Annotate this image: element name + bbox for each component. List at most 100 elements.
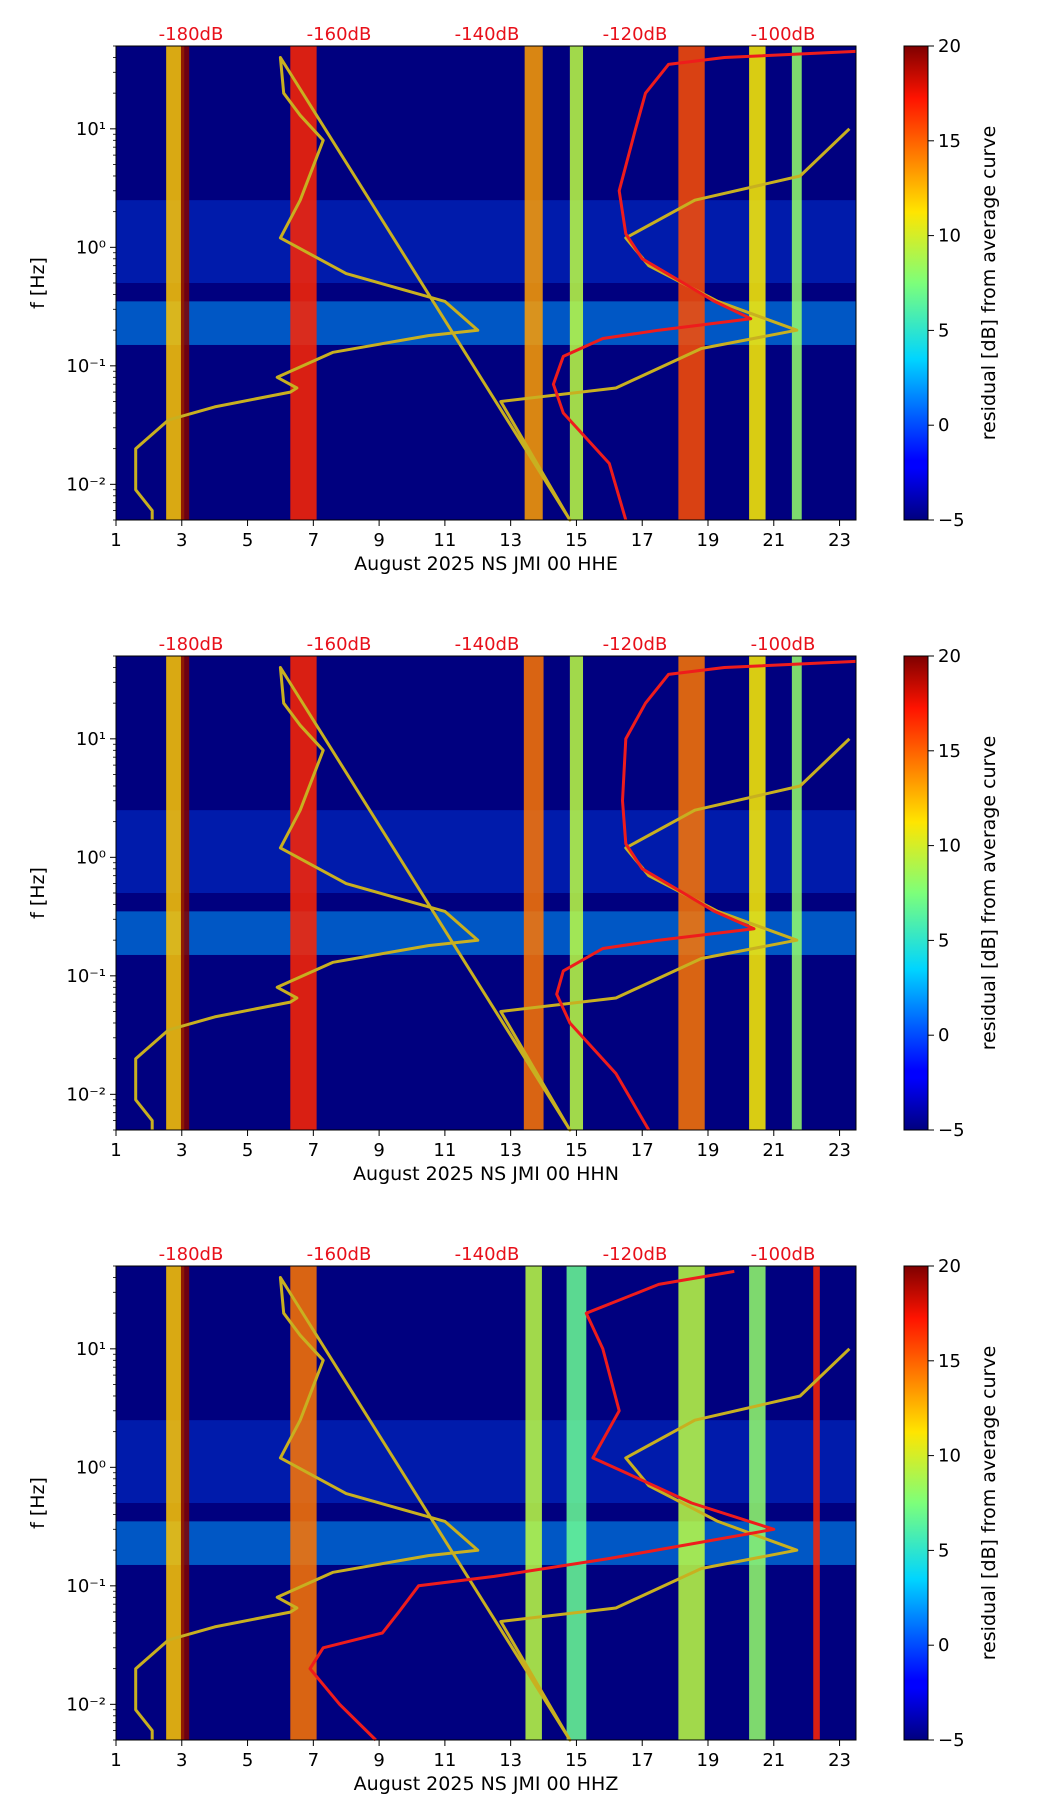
microseism-band xyxy=(116,1521,856,1565)
heatmap-background xyxy=(116,1266,856,1740)
x-tick-label: 19 xyxy=(697,530,720,551)
heatmap-band xyxy=(791,46,802,520)
x-tick-label: 13 xyxy=(499,530,522,551)
top-db-label: -160dB xyxy=(307,634,372,655)
series-layer xyxy=(134,1269,851,1742)
colorbar-tick-label: 10 xyxy=(938,1446,961,1467)
colorbar-gradient xyxy=(903,45,929,521)
heatmap-band xyxy=(180,656,190,1130)
colorbar-tick-label: 15 xyxy=(938,1351,961,1372)
colorbar-tick-label: 0 xyxy=(938,1025,949,1046)
y-tick-label: 10¹ xyxy=(76,729,106,750)
top-db-label: -120dB xyxy=(603,1244,668,1265)
top-db-label: -120dB xyxy=(603,634,668,655)
heatmap-band xyxy=(525,1266,542,1740)
x-tick-label: 21 xyxy=(762,1750,785,1771)
x-tick-label: 15 xyxy=(565,1750,588,1771)
y-ticks: 10⁻² 10⁻¹ 10⁰ 10¹ xyxy=(66,45,116,521)
y-tick-label: 10¹ xyxy=(76,1339,106,1360)
top-db-label: -100dB xyxy=(751,634,816,655)
mid-band xyxy=(116,1420,856,1503)
x-tick-label: 1 xyxy=(110,1750,121,1771)
x-tick-label: 9 xyxy=(373,1750,384,1771)
top-db-labels: -180dB -160dB -140dB -120dB -100dB xyxy=(159,24,816,45)
series-line xyxy=(555,659,857,1131)
x-tick-label: 3 xyxy=(176,1140,187,1161)
heatmap-background xyxy=(116,656,856,1130)
heatmap-band xyxy=(813,1266,820,1740)
series-line xyxy=(308,1269,776,1742)
heatmap-band xyxy=(749,656,766,1130)
x-axis-label: August 2025 NS JMI 00 HHN xyxy=(353,1163,619,1185)
heatmap-band xyxy=(749,46,766,520)
x-ticks: 1 3 5 7 9 11 13 15 17 19 21 23 xyxy=(110,520,851,551)
colorbar-tick-label: −5 xyxy=(938,510,965,531)
y-tick-label: 10⁻² xyxy=(66,474,106,495)
colorbar-gradient xyxy=(903,655,929,1131)
x-tick-label: 3 xyxy=(176,1750,187,1771)
x-tick-label: 7 xyxy=(308,1140,319,1161)
heatmap-area xyxy=(116,46,856,520)
top-db-label: -140dB xyxy=(455,1244,520,1265)
colorbar-tick-label: 0 xyxy=(938,1635,949,1656)
x-tick-label: 5 xyxy=(242,1140,253,1161)
x-tick-label: 13 xyxy=(499,1750,522,1771)
colorbar-tick-label: 20 xyxy=(938,36,961,57)
heatmap-band xyxy=(524,46,543,520)
x-tick-label: 15 xyxy=(565,1140,588,1161)
colorbar-label: residual [dB] from average curve xyxy=(978,1346,1000,1661)
microseism-band xyxy=(116,301,856,345)
colorbar-label: residual [dB] from average curve xyxy=(978,126,1000,441)
colorbar-tick-label: 10 xyxy=(938,836,961,857)
heatmap-band xyxy=(569,46,584,520)
heatmap-band xyxy=(523,656,544,1130)
y-tick-label: 10⁰ xyxy=(76,237,106,258)
microseism-band xyxy=(116,911,856,955)
series-line xyxy=(134,1276,851,1742)
x-tick-label: 17 xyxy=(631,1750,654,1771)
colorbar-tick-label: 5 xyxy=(938,1540,949,1561)
heatmap-band xyxy=(166,656,185,1130)
x-tick-label: 15 xyxy=(565,530,588,551)
x-tick-label: 19 xyxy=(697,1750,720,1771)
heatmap-band xyxy=(791,656,802,1130)
y-axis-label: f [Hz] xyxy=(27,257,49,309)
colorbar-tick-label: 5 xyxy=(938,320,949,341)
x-tick-label: 5 xyxy=(242,530,253,551)
heatmap-band xyxy=(180,1266,190,1740)
series-layer xyxy=(134,49,857,522)
x-tick-label: 23 xyxy=(828,530,851,551)
heatmap-area xyxy=(116,656,856,1130)
y-ticks: 10⁻² 10⁻¹ 10⁰ 10¹ xyxy=(66,1265,116,1741)
x-tick-label: 7 xyxy=(308,530,319,551)
colorbar-tick-label: 15 xyxy=(938,131,961,152)
colorbar-gradient xyxy=(903,1265,929,1741)
x-ticks: 1 3 5 7 9 11 13 15 17 19 21 23 xyxy=(110,1740,851,1771)
colorbar-tick-label: 20 xyxy=(938,1256,961,1277)
y-tick-label: 10⁻¹ xyxy=(66,1576,106,1597)
y-tick-label: 10⁻² xyxy=(66,1694,106,1715)
y-tick-label: 10⁰ xyxy=(76,847,106,868)
y-tick-label: 10⁻² xyxy=(66,1084,106,1105)
x-tick-label: 23 xyxy=(828,1140,851,1161)
x-tick-label: 9 xyxy=(373,1140,384,1161)
top-db-label: -160dB xyxy=(307,24,372,45)
x-tick-label: 23 xyxy=(828,1750,851,1771)
heatmap-band xyxy=(180,46,190,520)
colorbar-label: residual [dB] from average curve xyxy=(978,736,1000,1051)
top-db-label: -140dB xyxy=(455,634,520,655)
top-db-labels: -180dB -160dB -140dB -120dB -100dB xyxy=(159,634,816,655)
colorbar-tick-label: 10 xyxy=(938,226,961,247)
y-tick-label: 10¹ xyxy=(76,119,106,140)
x-tick-label: 19 xyxy=(697,1140,720,1161)
heatmap-background xyxy=(116,46,856,520)
x-tick-label: 11 xyxy=(433,1140,456,1161)
heatmap-band xyxy=(290,46,317,520)
x-tick-label: 5 xyxy=(242,1750,253,1771)
heatmap-area xyxy=(116,1266,856,1740)
x-axis-label: August 2025 NS JMI 00 HHZ xyxy=(354,1773,619,1795)
x-tick-label: 1 xyxy=(110,530,121,551)
